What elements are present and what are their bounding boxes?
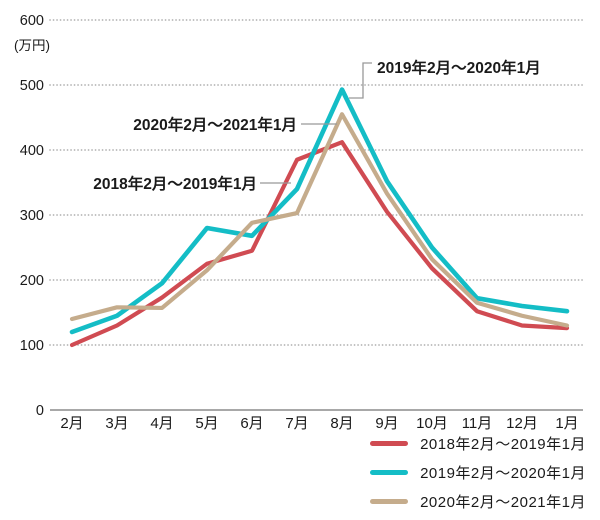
x-tick-label-5: 6月: [240, 415, 263, 432]
x-tick-label-11: 12月: [506, 415, 538, 432]
legend-label-2019: 2019年2月〜2020年1月: [420, 465, 586, 482]
y-tick-label-200: 200: [20, 273, 44, 289]
x-tick-label-2: 3月: [105, 415, 128, 432]
annotation-label-2: 2020年2月〜2021年1月: [133, 115, 297, 134]
x-tick-label-8: 9月: [375, 415, 398, 432]
x-tick-label-9: 10月: [416, 415, 448, 432]
legend-label-2018: 2018年2月〜2019年1月: [420, 436, 586, 453]
annotation-connector-1: [349, 62, 372, 99]
legend-swatch-2020: [370, 499, 409, 504]
y-tick-label-100: 100: [20, 338, 44, 354]
y-tick-label-400: 400: [20, 143, 44, 159]
legend-item-2019: 2019年2月〜2020年1月: [370, 462, 586, 483]
x-tick-label-3: 4月: [150, 415, 173, 432]
series-line-2018: [69, 140, 570, 348]
x-tick-label-4: 5月: [195, 415, 218, 432]
x-tick-label-12: 1月: [555, 415, 578, 432]
x-tick-label-1: 2月: [60, 415, 83, 432]
legend-swatch-2019: [370, 470, 409, 475]
x-tick-label-10: 11月: [462, 415, 493, 432]
chart-legend: 2018年2月〜2019年1月 2019年2月〜2020年1月 2020年2月〜…: [370, 433, 586, 512]
legend-label-2020: 2020年2月〜2021年1月: [420, 494, 586, 511]
y-axis-unit-label: (万円): [14, 38, 50, 53]
y-tick-label-300: 300: [20, 208, 44, 224]
legend-item-2018: 2018年2月〜2019年1月: [370, 433, 586, 454]
y-tick-label-500: 500: [20, 78, 44, 94]
annotation-label-1: 2019年2月〜2020年1月: [377, 58, 541, 77]
annotation-label-0: 2018年2月〜2019年1月: [93, 174, 257, 193]
legend-swatch-2018: [370, 441, 409, 446]
y-tick-label-0: 0: [36, 403, 44, 419]
legend-item-2020: 2020年2月〜2021年1月: [370, 491, 586, 512]
x-tick-label-6: 7月: [285, 415, 308, 432]
series-line-2020: [69, 112, 570, 328]
y-tick-label-600: 600: [20, 13, 44, 29]
x-tick-label-7: 8月: [330, 415, 353, 432]
series-line-2019: [69, 87, 570, 335]
